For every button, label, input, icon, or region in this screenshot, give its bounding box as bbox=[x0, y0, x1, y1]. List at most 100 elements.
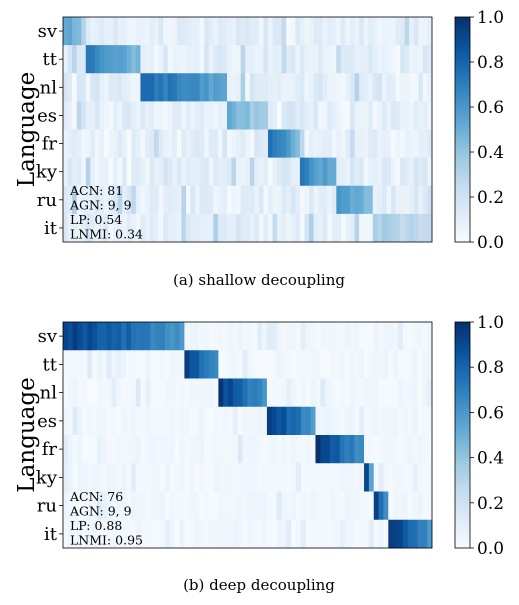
heatmap-cell bbox=[422, 101, 428, 130]
heatmap-cell bbox=[266, 463, 273, 492]
heatmap-cell bbox=[174, 378, 180, 408]
heatmap-cell bbox=[223, 491, 229, 521]
heatmap-cell bbox=[149, 73, 155, 102]
heatmap-cell bbox=[286, 406, 292, 436]
heatmap-cell bbox=[417, 406, 423, 436]
heatmap-cell bbox=[90, 157, 96, 187]
heatmap-cell bbox=[391, 157, 396, 187]
heatmap-cell bbox=[174, 406, 180, 436]
heatmap-cell bbox=[179, 378, 185, 408]
heatmap-cell bbox=[92, 406, 98, 436]
heatmap-cell bbox=[327, 73, 333, 102]
heatmap-cell bbox=[163, 157, 169, 187]
heatmap-cell bbox=[320, 322, 326, 351]
heatmap-cell bbox=[277, 157, 283, 187]
heatmap-cell bbox=[63, 378, 69, 408]
heatmap-cell bbox=[354, 73, 360, 102]
heatmap-cell bbox=[203, 491, 210, 521]
heatmap-cell bbox=[327, 129, 333, 158]
heatmap-cell bbox=[359, 45, 365, 74]
heatmap-cell bbox=[325, 322, 331, 351]
heatmap-cell bbox=[218, 322, 224, 351]
heatmap-cell bbox=[167, 101, 173, 130]
heatmap-cell bbox=[76, 45, 82, 74]
heatmap-cell bbox=[339, 406, 345, 436]
colorbar-tick-label: 0.2 bbox=[477, 494, 504, 514]
heatmap-cell bbox=[381, 101, 387, 130]
heatmap-cell bbox=[101, 435, 108, 464]
heatmap-cell bbox=[276, 350, 282, 379]
heatmap-cell bbox=[232, 519, 239, 549]
heatmap-cell bbox=[309, 129, 314, 158]
heatmap-cell bbox=[404, 157, 410, 187]
heatmap-cell bbox=[313, 17, 319, 46]
heatmap-cell bbox=[363, 45, 369, 74]
heatmap-cell bbox=[179, 406, 185, 436]
heatmap-cell bbox=[203, 378, 210, 408]
heatmap-cell bbox=[101, 406, 108, 436]
heatmap-cell bbox=[237, 350, 243, 379]
heatmap-cell bbox=[325, 435, 331, 464]
heatmap-cell bbox=[299, 129, 305, 158]
heatmap-cell bbox=[377, 73, 383, 102]
y-tick-label: fr bbox=[42, 439, 58, 460]
heatmap-cell bbox=[203, 322, 210, 351]
heatmap-cell bbox=[104, 185, 109, 215]
heatmap-cell bbox=[186, 17, 191, 46]
colorbar-tick-label: 0.4 bbox=[477, 449, 504, 469]
heatmap-cell bbox=[67, 378, 74, 408]
heatmap-cell bbox=[349, 519, 355, 549]
heatmap-cell bbox=[364, 435, 370, 464]
heatmap-cell bbox=[318, 157, 324, 187]
heatmap-cell bbox=[72, 157, 78, 187]
heatmap-cell bbox=[217, 185, 223, 215]
heatmap-cell bbox=[304, 185, 310, 215]
heatmap-cell bbox=[363, 157, 369, 187]
heatmap-cell bbox=[122, 101, 128, 130]
heatmap-cell bbox=[400, 45, 406, 74]
heatmap-cell bbox=[386, 185, 392, 215]
heatmap-cell bbox=[257, 378, 263, 408]
heatmap-cell bbox=[228, 463, 234, 492]
heatmap-cell bbox=[111, 491, 117, 521]
heatmap-cell bbox=[181, 129, 187, 158]
heatmap-cell bbox=[249, 45, 255, 74]
heatmap-cell bbox=[262, 435, 268, 464]
heatmap-cell bbox=[82, 435, 88, 464]
heatmap-cell bbox=[77, 519, 83, 549]
heatmap-cell bbox=[327, 213, 333, 243]
heatmap-cell bbox=[164, 378, 171, 408]
heatmap-cell bbox=[67, 322, 74, 351]
heatmap-cell bbox=[404, 129, 410, 158]
heatmap-cell bbox=[76, 129, 82, 158]
heatmap-cell bbox=[407, 491, 413, 521]
heatmap-cell bbox=[82, 378, 88, 408]
heatmap-cell bbox=[336, 129, 342, 158]
heatmap-cell bbox=[254, 213, 260, 243]
heatmap-cell bbox=[276, 435, 282, 464]
heatmap-cell bbox=[245, 45, 251, 74]
heatmap-cell bbox=[67, 129, 73, 158]
heatmap-cell bbox=[99, 157, 105, 187]
heatmap-cell bbox=[381, 17, 387, 46]
heatmap-cell bbox=[176, 45, 182, 74]
heatmap-cell bbox=[130, 435, 137, 464]
heatmap-cell bbox=[176, 213, 182, 243]
heatmap-cell bbox=[404, 45, 410, 74]
heatmap-cell bbox=[258, 129, 264, 158]
heatmap-cell bbox=[345, 101, 351, 130]
metric-label: ACN: 81 bbox=[69, 183, 123, 198]
heatmap-cell bbox=[373, 350, 379, 379]
heatmap-cell bbox=[104, 213, 109, 243]
heatmap-cell bbox=[169, 435, 176, 464]
colorbar-tick-label: 0.0 bbox=[477, 539, 504, 559]
heatmap-cell bbox=[299, 213, 305, 243]
heatmap-cell bbox=[189, 435, 195, 464]
heatmap-cell bbox=[231, 129, 237, 158]
heatmap-cell bbox=[190, 101, 196, 130]
heatmap-cell bbox=[268, 101, 273, 130]
heatmap-cell bbox=[418, 17, 424, 46]
heatmap-cell bbox=[181, 45, 187, 74]
heatmap-cell bbox=[82, 406, 88, 436]
heatmap-cell bbox=[189, 519, 195, 549]
